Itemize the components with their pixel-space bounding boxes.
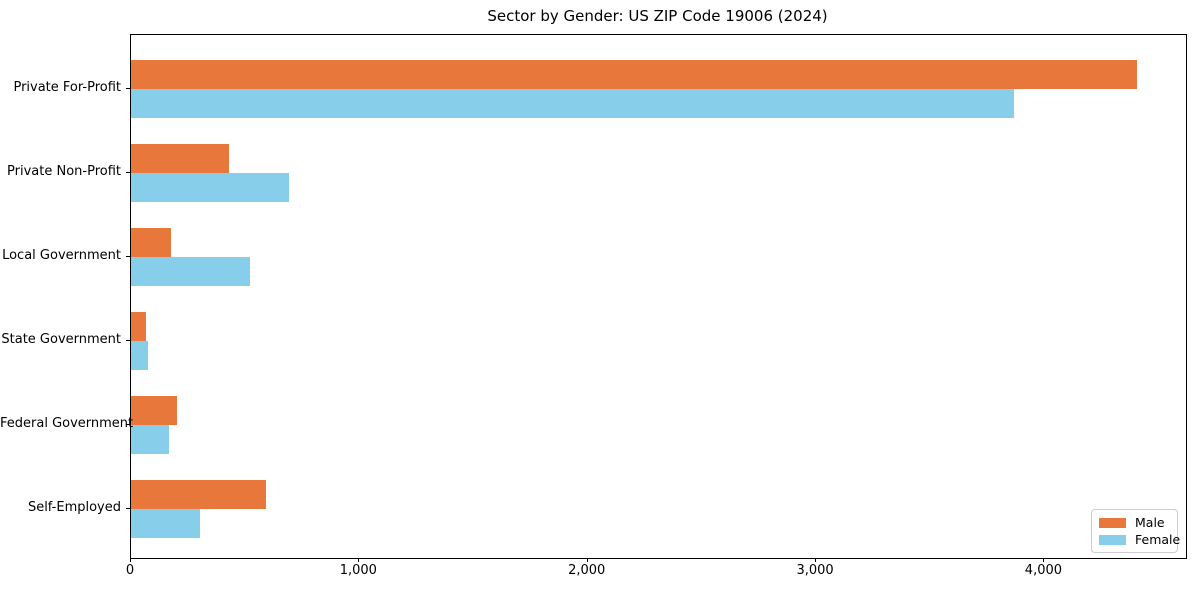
bar-male-private-for-profit: [131, 60, 1137, 89]
legend-label-male: Male: [1135, 515, 1165, 530]
x-tick-label-0: 0: [125, 563, 135, 578]
bar-female-federal-government: [131, 425, 169, 454]
bar-male-federal-government: [131, 396, 177, 425]
legend-swatch-male: [1099, 518, 1126, 528]
x-tick-label-2000: 2,000: [568, 563, 606, 578]
legend-item-female: Female: [1099, 532, 1180, 548]
chart-title: Sector by Gender: US ZIP Code 19006 (202…: [487, 7, 828, 25]
category-label-private-non-profit: Private Non-Profit: [7, 164, 121, 179]
bar-male-private-non-profit: [131, 144, 230, 173]
x-tick-2000: [586, 558, 588, 562]
y-tick-state-government: [126, 340, 130, 341]
bar-female-private-for-profit: [131, 89, 1014, 118]
legend-label-female: Female: [1135, 532, 1181, 547]
category-label-local-government: Local Government: [2, 248, 121, 263]
y-tick-private-for-profit: [126, 88, 130, 89]
bar-female-local-government: [131, 257, 250, 286]
category-label-private-for-profit: Private For-Profit: [13, 80, 121, 95]
plot-area: [130, 34, 1187, 559]
y-tick-local-government: [126, 256, 130, 257]
legend-item-male: Male: [1099, 515, 1170, 531]
bar-male-self-employed: [131, 480, 266, 509]
bar-female-state-government: [131, 341, 149, 370]
y-tick-private-non-profit: [126, 172, 130, 173]
legend-swatch-female: [1099, 535, 1126, 545]
bar-male-local-government: [131, 228, 171, 257]
y-tick-self-employed: [126, 508, 130, 509]
bar-male-state-government: [131, 312, 146, 341]
x-tick-label-4000: 4,000: [1024, 563, 1063, 578]
legend: Male Female: [1091, 509, 1180, 553]
x-tick-4000: [1043, 558, 1045, 562]
category-label-self-employed: Self-Employed: [27, 500, 121, 515]
y-tick-federal-government: [126, 424, 130, 425]
bar-female-private-non-profit: [131, 173, 289, 202]
category-label-federal-government: Federal Government: [0, 416, 134, 431]
x-tick-3000: [815, 558, 817, 562]
x-tick-label-3000: 3,000: [796, 563, 834, 578]
bar-female-self-employed: [131, 509, 200, 538]
x-tick-1000: [358, 558, 360, 562]
x-tick-0: [130, 558, 131, 562]
category-label-state-government: State Government: [1, 332, 121, 347]
x-tick-label-1000: 1,000: [339, 563, 377, 578]
